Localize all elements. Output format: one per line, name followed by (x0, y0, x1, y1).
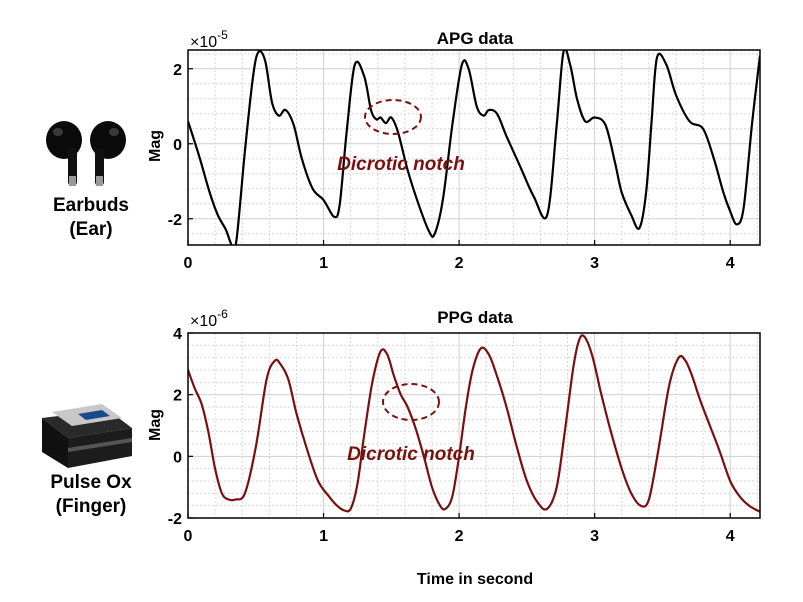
ppg-exponent-base: ×10 (190, 313, 217, 330)
ppg-x-tick-label: 0 (184, 528, 193, 545)
apg-x-tick-label: 4 (726, 255, 735, 272)
apg-series-line (188, 50, 760, 245)
apg-panel: APG data ×10-5 Mag 0 1 2 3 4 -2 0 2 Dicrotic no… (147, 28, 761, 272)
apg-exponent: ×10-5 (190, 28, 228, 51)
apg-x-tick-label: 3 (590, 255, 599, 272)
ppg-x-tick-label: 4 (726, 528, 735, 545)
ppg-y-tick-label: -2 (168, 511, 182, 528)
ppg-y-tick-label: 2 (173, 388, 182, 405)
pulseox-label: Pulse Ox (50, 472, 132, 493)
ppg-title: PPG data (437, 308, 513, 327)
pulse-oximeter-icon (42, 404, 132, 468)
apg-y-tick-label: 0 (173, 137, 182, 154)
apg-axes-frame (187, 49, 761, 246)
ppg-axes-frame (187, 332, 761, 519)
ppg-x-tick-label: 2 (455, 528, 464, 545)
apg-y-tick-label: -2 (168, 212, 182, 229)
earbuds-label: Earbuds (53, 195, 129, 216)
ppg-x-tick-label: 3 (590, 528, 599, 545)
ppg-series-line (188, 334, 760, 513)
pulseox-sublabel: (Finger) (56, 496, 127, 517)
ppg-exponent-power: -6 (217, 307, 228, 321)
ppg-exponent: ×10-6 (190, 307, 228, 330)
apg-exponent-power: -5 (217, 28, 228, 42)
x-axis-label: Time in second (417, 571, 533, 588)
ppg-notch-highlight (382, 383, 440, 421)
apg-exponent-base: ×10 (190, 34, 217, 51)
apg-x-tick-label: 2 (455, 255, 464, 272)
ppg-ylabel: Mag (147, 409, 164, 441)
apg-title: APG data (437, 29, 514, 48)
earbuds-icon (46, 121, 126, 186)
apg-x-tick-label: 1 (319, 255, 328, 272)
apg-notch-highlight (364, 99, 422, 135)
ppg-annotation: Dicrotic notch (347, 444, 475, 465)
ppg-x-tick-label: 1 (319, 528, 328, 545)
ppg-y-tick-label: 4 (173, 326, 182, 343)
apg-annotation: Dicrotic notch (337, 154, 465, 175)
apg-ylabel: Mag (147, 130, 164, 162)
ppg-y-tick-label: 0 (173, 449, 182, 466)
earbuds-sublabel: (Ear) (69, 219, 112, 240)
apg-x-tick-label: 0 (184, 255, 193, 272)
apg-y-tick-label: 2 (173, 62, 182, 79)
